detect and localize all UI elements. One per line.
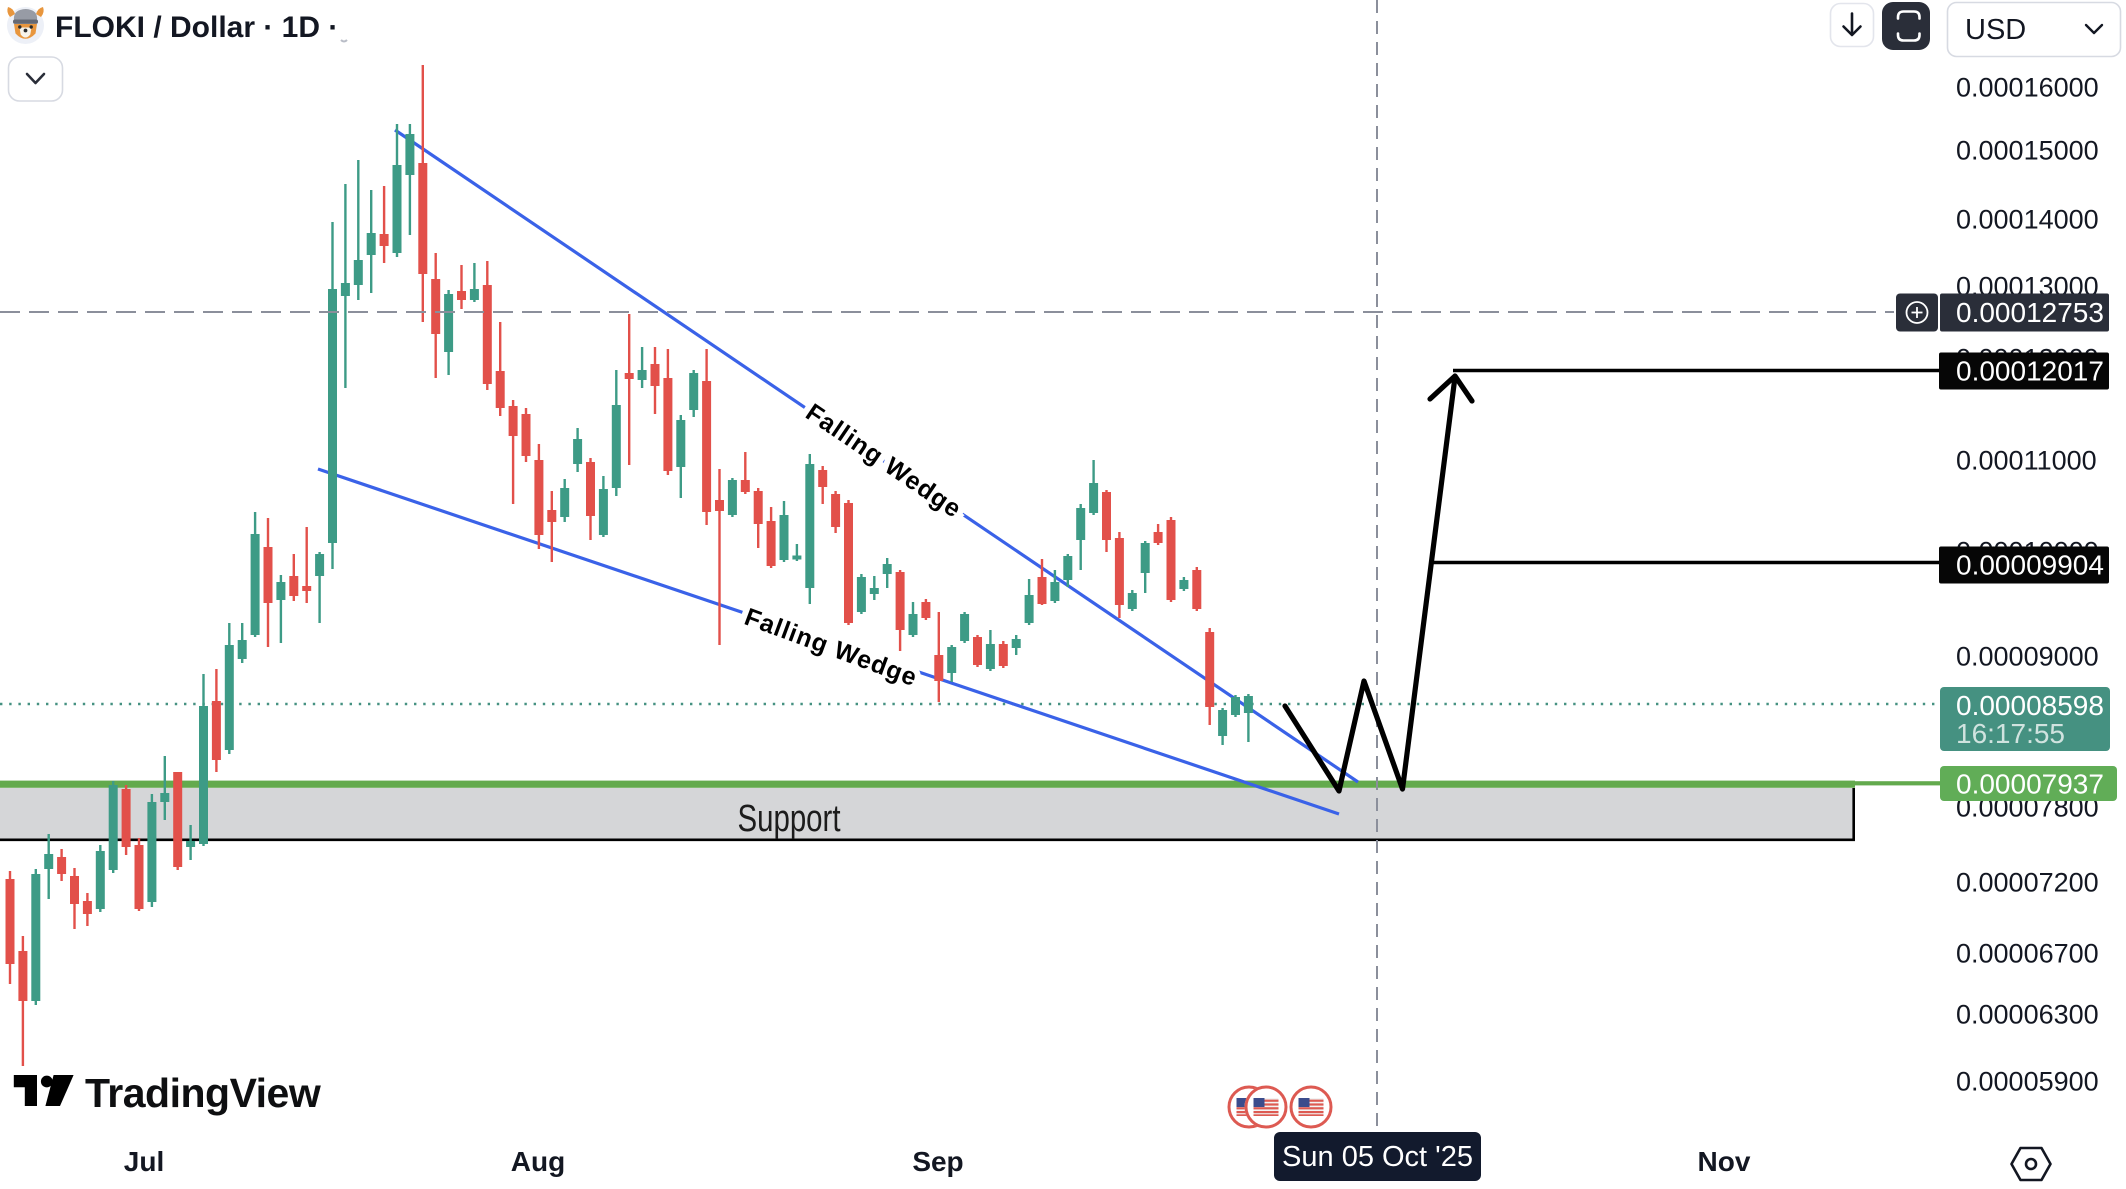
- svg-text:0.00006300: 0.00006300: [1956, 1000, 2099, 1030]
- svg-text:0.00014000: 0.00014000: [1956, 205, 2099, 235]
- svg-text:Jul: Jul: [124, 1146, 164, 1177]
- svg-text:0.00007200: 0.00007200: [1956, 868, 2099, 898]
- svg-text:0.00009000: 0.00009000: [1956, 642, 2099, 672]
- svg-text:0.00012753: 0.00012753: [1956, 297, 2104, 328]
- svg-text:0.00008598: 0.00008598: [1956, 690, 2104, 721]
- svg-text:Sep: Sep: [912, 1146, 963, 1177]
- svg-text:Aug: Aug: [511, 1146, 565, 1177]
- svg-text:0.00012017: 0.00012017: [1956, 356, 2104, 387]
- svg-text:0.00009904: 0.00009904: [1956, 550, 2104, 581]
- svg-text:0.00011000: 0.00011000: [1956, 446, 2097, 476]
- svg-text:FLOKI / Dollar · 1D ·: FLOKI / Dollar · 1D ·: [55, 11, 338, 44]
- svg-text:Support: Support: [738, 798, 841, 840]
- svg-text:TradingView: TradingView: [85, 1070, 321, 1116]
- svg-text:Nov: Nov: [1698, 1146, 1751, 1177]
- svg-text:0.00005900: 0.00005900: [1956, 1067, 2099, 1097]
- svg-text:0.00007937: 0.00007937: [1956, 769, 2104, 800]
- svg-text:0.00016000: 0.00016000: [1956, 73, 2099, 103]
- svg-text:16:17:55: 16:17:55: [1956, 718, 2065, 749]
- svg-text:Sun 05 Oct '25: Sun 05 Oct '25: [1282, 1141, 1473, 1173]
- svg-text:USD: USD: [1965, 14, 2026, 46]
- svg-text:0.00015000: 0.00015000: [1956, 136, 2099, 166]
- svg-text:0.00006700: 0.00006700: [1956, 939, 2099, 969]
